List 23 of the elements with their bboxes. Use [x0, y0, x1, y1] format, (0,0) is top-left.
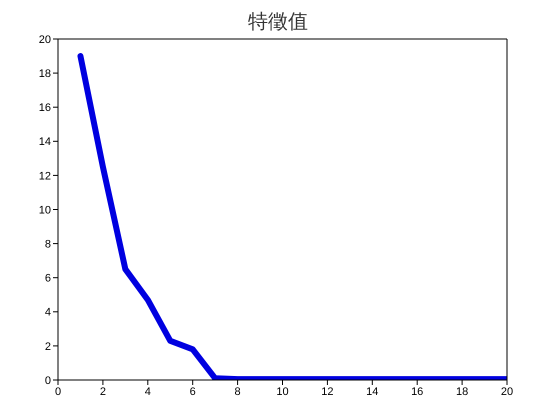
x-tick-label: 10	[276, 386, 289, 398]
x-tick-label: 20	[500, 386, 514, 398]
x-tick-label: 4	[144, 386, 151, 398]
y-tick-label: 10	[38, 204, 51, 216]
y-tick-label: 16	[38, 102, 51, 114]
y-tick-label: 18	[38, 68, 51, 80]
y-tick-label: 0	[44, 374, 51, 387]
y-tick-label: 6	[44, 272, 51, 285]
x-tick-label: 16	[411, 386, 424, 398]
x-tick-label: 12	[321, 386, 334, 398]
chart-title: 特徵值	[247, 8, 309, 34]
y-tick-label: 4	[44, 306, 51, 319]
x-tick-label: 18	[456, 386, 468, 398]
x-tick-label: 14	[366, 386, 378, 398]
y-tick-label: 2	[44, 340, 51, 353]
x-tick-label: 2	[100, 386, 106, 398]
x-tick-label: 0	[54, 386, 62, 398]
y-tick-label: 14	[38, 136, 51, 148]
y-tick-label: 20	[38, 34, 51, 46]
y-tick-label: 8	[44, 238, 51, 251]
x-tick-label: 8	[234, 386, 241, 398]
y-tick-label: 12	[38, 170, 51, 182]
x-tick-label: 6	[190, 386, 196, 398]
